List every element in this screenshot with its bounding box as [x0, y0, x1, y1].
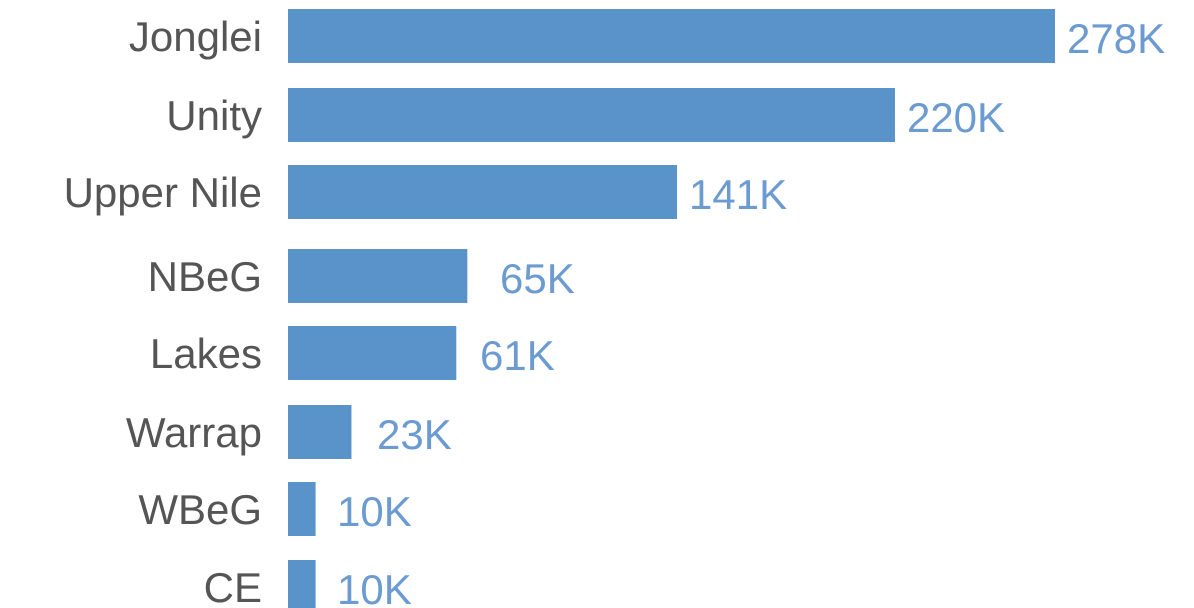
value-label: 10K [337, 566, 412, 608]
bar-upper-nile [288, 165, 678, 219]
bar-jonglei [288, 9, 1055, 63]
value-label: 10K [337, 488, 412, 535]
category-label: Unity [166, 92, 262, 139]
bar-warrap [288, 405, 352, 459]
value-label: 278K [1067, 15, 1165, 62]
bars-group: Jonglei 278K Unity 220K Upper Nile 141K NBeG 65… [64, 9, 1165, 608]
category-label: Jonglei [129, 13, 262, 60]
bar-ce [288, 560, 316, 608]
value-label: 23K [377, 411, 452, 458]
category-label: Warrap [126, 409, 262, 456]
category-label: NBeG [148, 253, 262, 300]
category-label: Lakes [150, 330, 262, 377]
bar-wbeg [288, 482, 316, 536]
category-label: CE [204, 564, 262, 608]
value-label: 141K [689, 171, 787, 218]
value-label: 65K [500, 255, 575, 302]
bar-unity [288, 88, 895, 142]
value-label: 61K [480, 332, 555, 379]
bar-nbeg [288, 249, 468, 303]
value-label: 220K [907, 94, 1005, 141]
category-label: WBeG [138, 486, 262, 533]
bar-lakes [288, 326, 457, 380]
category-label: Upper Nile [64, 169, 262, 216]
